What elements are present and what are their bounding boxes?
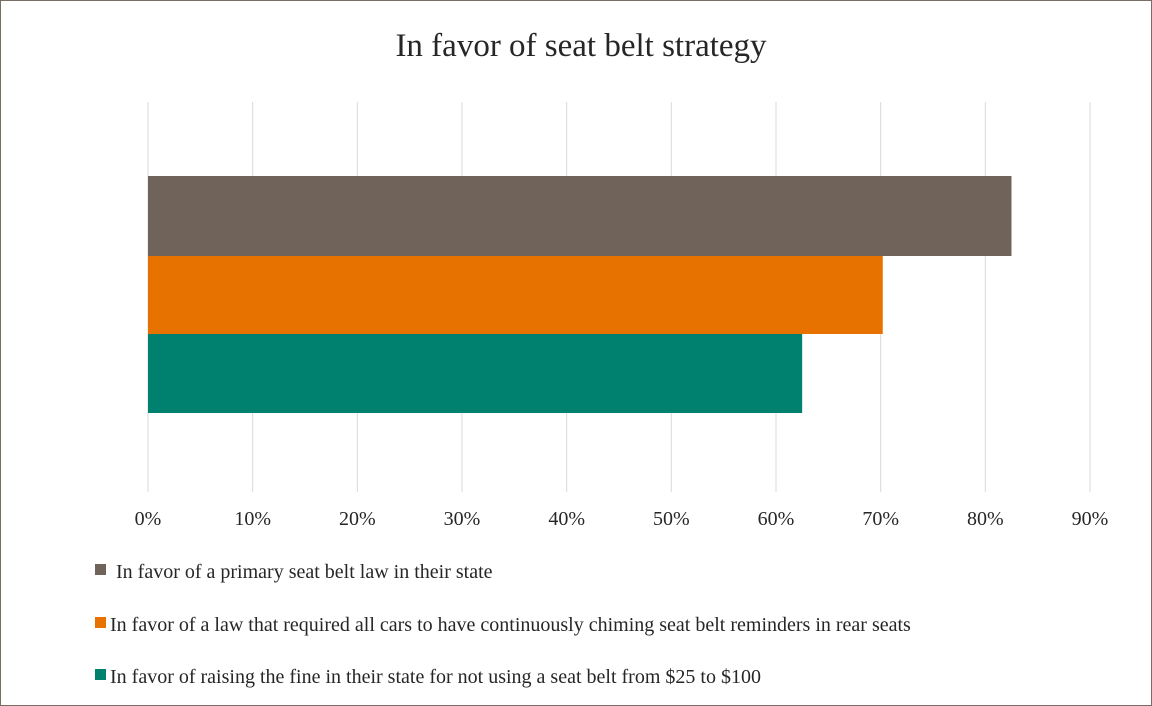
legend-label: In favor of a law that required all cars… xyxy=(110,614,911,636)
x-tick-label: 0% xyxy=(135,508,162,530)
bar xyxy=(148,334,803,413)
bar xyxy=(148,256,883,334)
x-tick-label: 40% xyxy=(548,508,585,530)
legend-label: In favor of a primary seat belt law in t… xyxy=(116,561,493,583)
x-tick-label: 70% xyxy=(862,508,899,530)
x-tick-label: 80% xyxy=(967,508,1004,530)
x-tick-label: 50% xyxy=(653,508,690,530)
x-tick-label: 10% xyxy=(234,508,271,530)
bars xyxy=(148,176,1012,413)
x-tick-label: 60% xyxy=(758,508,795,530)
legend-swatch xyxy=(95,669,106,680)
bar xyxy=(148,176,1012,256)
chart-title: In favor of seat belt strategy xyxy=(395,28,767,64)
gridlines xyxy=(147,102,1091,492)
legend: In favor of a primary seat belt law in t… xyxy=(95,561,911,688)
x-tick-label: 90% xyxy=(1072,508,1109,530)
legend-swatch xyxy=(95,564,106,575)
x-tick-label: 20% xyxy=(339,508,376,530)
legend-label: In favor of raising the fine in their st… xyxy=(110,666,761,688)
legend-swatch xyxy=(95,617,106,628)
x-tick-label: 30% xyxy=(444,508,481,530)
x-axis-ticks: 0% 10% 20% 30% 40% 50% 60% 70% 80% 90% xyxy=(135,508,1109,530)
